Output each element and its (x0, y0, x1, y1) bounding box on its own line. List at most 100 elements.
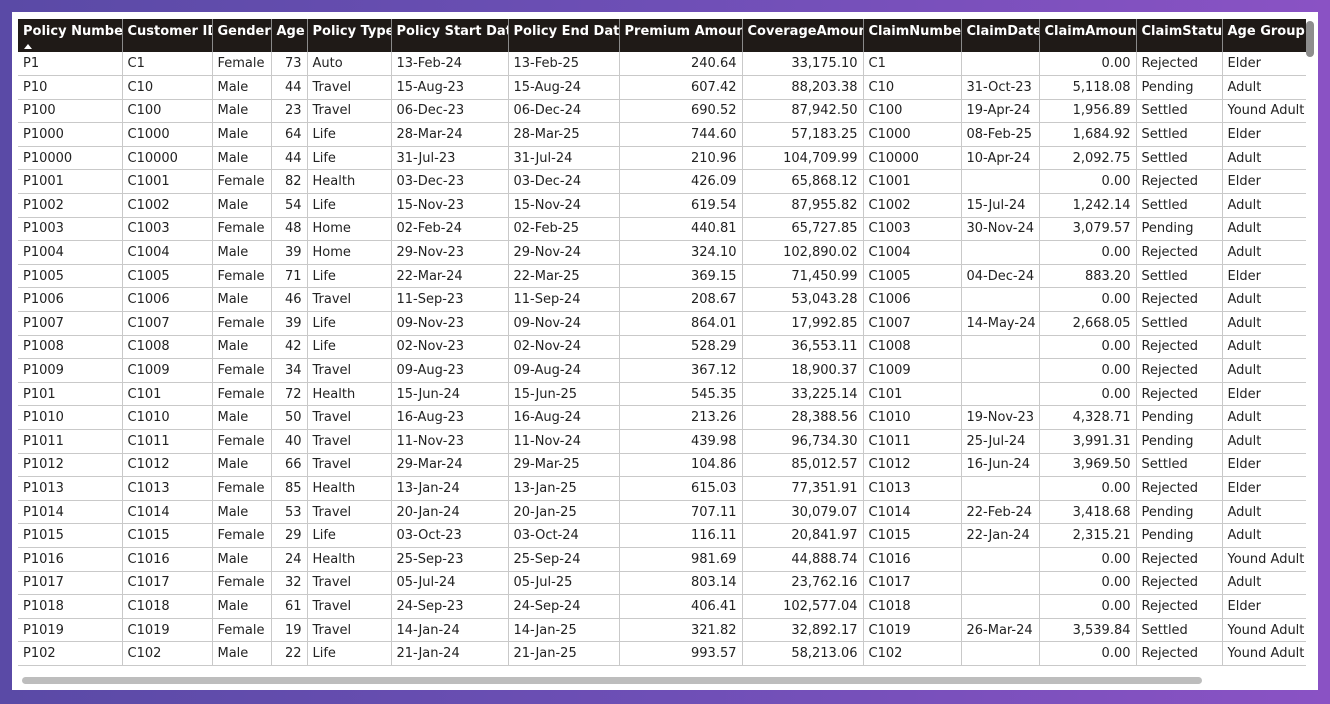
table-row[interactable]: P1015 C1015 Female 29 Life 03-Oct-23 03-Oct-24… (18, 523, 1306, 548)
table-cell: Female (212, 382, 272, 407)
table-cell: 28,388.56 (742, 405, 864, 430)
table-cell: 1,684.92 (1039, 122, 1137, 147)
table-cell: 61 (271, 594, 308, 619)
column-header-premium-amount[interactable]: Premium Amount (619, 19, 743, 52)
table-cell: 0.00 (1039, 240, 1137, 265)
table-row[interactable]: P10 C10 Male 44 Travel 15-Aug-23 15-Aug-24 607.… (18, 75, 1306, 100)
table-row[interactable]: P1002 C1002 Male 54 Life 15-Nov-23 15-Nov-24 61… (18, 193, 1306, 218)
table-row[interactable]: P1014 C1014 Male 53 Travel 20-Jan-24 20-Jan-25… (18, 500, 1306, 525)
table-row[interactable]: P1000 C1000 Male 64 Life 28-Mar-24 28-Mar-25 74… (18, 122, 1306, 147)
table-row[interactable]: P1 C1 Female 73 Auto 13-Feb-24 13-Feb-25 240.64… (18, 52, 1306, 77)
table-cell: 803.14 (619, 571, 743, 596)
table-cell: P1014 (18, 500, 123, 525)
table-cell: Travel (307, 358, 392, 383)
table-scroll-area[interactable]: Policy Number Customer ID Gender Age Policy … (18, 19, 1306, 677)
table-cell: P1015 (18, 523, 123, 548)
table-cell: Life (307, 146, 392, 171)
table-row[interactable]: P1007 C1007 Female 39 Life 09-Nov-23 09-Nov-24… (18, 311, 1306, 336)
table-cell: C1017 (863, 571, 962, 596)
table-cell: Female (212, 311, 272, 336)
table-row[interactable]: P1012 C1012 Male 66 Travel 29-Mar-24 29-Mar-25… (18, 453, 1306, 478)
table-cell: Female (212, 169, 272, 195)
table-cell: 03-Dec-23 (391, 169, 509, 195)
table-row[interactable]: P1005 C1005 Female 71 Life 22-Mar-24 22-Mar-25… (18, 264, 1306, 289)
horizontal-scrollbar[interactable] (18, 676, 1306, 684)
table-row[interactable]: P1010 C1010 Male 50 Travel 16-Aug-23 16-Aug-24… (18, 405, 1306, 430)
table-cell: Travel (307, 500, 392, 525)
table-cell: P1010 (18, 405, 123, 430)
column-header-age-group[interactable]: Age Group (1222, 19, 1306, 52)
table-cell: Adult (1222, 240, 1306, 265)
table-cell: Yound Adult (1222, 618, 1306, 643)
column-header-label: Premium Amount (624, 24, 742, 39)
table-cell: 53 (271, 500, 308, 525)
column-header-policy-type[interactable]: Policy Type (307, 19, 392, 52)
table-cell: Pending (1136, 75, 1223, 100)
table-row[interactable]: P1016 C1016 Male 24 Health 25-Sep-23 25-Sep-24… (18, 547, 1306, 572)
table-row[interactable]: P100 C100 Male 23 Travel 06-Dec-23 06-Dec-24 69… (18, 99, 1306, 124)
table-row[interactable]: P1011 C1011 Female 40 Travel 11-Nov-23 11-Nov-… (18, 429, 1306, 454)
table-cell: Adult (1222, 500, 1306, 525)
table-cell: C1002 (122, 193, 213, 218)
table-row[interactable]: P1013 C1013 Female 85 Health 13-Jan-24 13-Jan-… (18, 476, 1306, 501)
table-cell: P1001 (18, 169, 123, 195)
table-row[interactable]: P102 C102 Male 22 Life 21-Jan-24 21-Jan-25 993.… (18, 641, 1306, 666)
column-header-claimnumber[interactable]: ClaimNumber (863, 19, 962, 52)
table-cell: P1017 (18, 571, 123, 596)
table-row[interactable]: P1018 C1018 Male 61 Travel 24-Sep-23 24-Sep-24… (18, 594, 1306, 619)
column-header-label: CoverageAmount (747, 24, 863, 39)
table-row[interactable]: P1003 C1003 Female 48 Home 02-Feb-24 02-Feb-25… (18, 217, 1306, 242)
table-cell: Male (212, 335, 272, 360)
table-cell: C1019 (863, 618, 962, 643)
table-cell: Rejected (1136, 641, 1223, 666)
table-cell: 29 (271, 523, 308, 548)
table-row[interactable]: P1017 C1017 Female 32 Travel 05-Jul-24 05-Jul-… (18, 571, 1306, 596)
table-cell: 0.00 (1039, 52, 1137, 77)
column-header-policy-start-date[interactable]: Policy Start Date (391, 19, 509, 52)
table-cell: C1006 (122, 287, 213, 313)
table-cell: 11-Nov-24 (508, 429, 620, 454)
table-cell: 23 (271, 99, 308, 124)
table-cell: C1012 (863, 453, 962, 478)
table-row[interactable]: P1004 C1004 Male 39 Home 29-Nov-23 29-Nov-24 32… (18, 240, 1306, 265)
table-row[interactable]: P101 C101 Female 72 Health 15-Jun-24 15-Jun-25… (18, 382, 1306, 407)
column-header-claimdate[interactable]: ClaimDate (961, 19, 1040, 52)
table-row[interactable]: P1001 C1001 Female 82 Health 03-Dec-23 03-Dec-… (18, 169, 1306, 195)
table-cell: 82 (271, 169, 308, 195)
table-row[interactable]: P1009 C1009 Female 34 Travel 09-Aug-23 09-Aug-… (18, 358, 1306, 383)
column-header-claimamount[interactable]: ClaimAmount (1039, 19, 1137, 52)
table-cell: Yound Adult (1222, 641, 1306, 666)
column-header-policy-end-date[interactable]: Policy End Date (508, 19, 620, 52)
column-header-policy-number[interactable]: Policy Number (18, 19, 123, 52)
table-cell: Settled (1136, 193, 1223, 218)
table-cell: 13-Jan-24 (391, 476, 509, 501)
table-cell: 02-Feb-24 (391, 217, 509, 242)
column-header-customer-id[interactable]: Customer ID (122, 19, 213, 52)
table-cell: Life (307, 264, 392, 289)
table-cell: P10000 (18, 146, 123, 171)
table-cell: Pending (1136, 523, 1223, 548)
table-cell: Rejected (1136, 52, 1223, 77)
column-header-claimstatus[interactable]: ClaimStatus (1136, 19, 1223, 52)
table-row[interactable]: P10000 C10000 Male 44 Life 31-Jul-23 31-Jul-24… (18, 146, 1306, 171)
table-cell: C101 (863, 382, 962, 407)
column-header-gender[interactable]: Gender (212, 19, 272, 52)
table-row[interactable]: P1008 C1008 Male 42 Life 02-Nov-23 02-Nov-24 52… (18, 335, 1306, 360)
table-cell: P1004 (18, 240, 123, 265)
table-cell: 707.11 (619, 500, 743, 525)
column-header-age[interactable]: Age (271, 19, 308, 52)
horizontal-scrollbar-thumb[interactable] (22, 677, 1202, 684)
table-cell: 439.98 (619, 429, 743, 454)
column-header-coverageamount[interactable]: CoverageAmount (742, 19, 864, 52)
table-row[interactable]: P1019 C1019 Female 19 Travel 14-Jan-24 14-Jan-… (18, 618, 1306, 643)
table-cell: Settled (1136, 264, 1223, 289)
table-cell: 20,841.97 (742, 523, 864, 548)
table-cell: 25-Jul-24 (961, 429, 1040, 454)
table-cell: 39 (271, 311, 308, 336)
table-cell: C1017 (122, 571, 213, 596)
table-cell: Male (212, 146, 272, 171)
table-row[interactable]: P1006 C1006 Male 46 Travel 11-Sep-23 11-Sep-24… (18, 287, 1306, 313)
table-cell: C1008 (863, 335, 962, 360)
table-cell: C1012 (122, 453, 213, 478)
vertical-scrollbar-thumb[interactable] (1306, 21, 1314, 57)
